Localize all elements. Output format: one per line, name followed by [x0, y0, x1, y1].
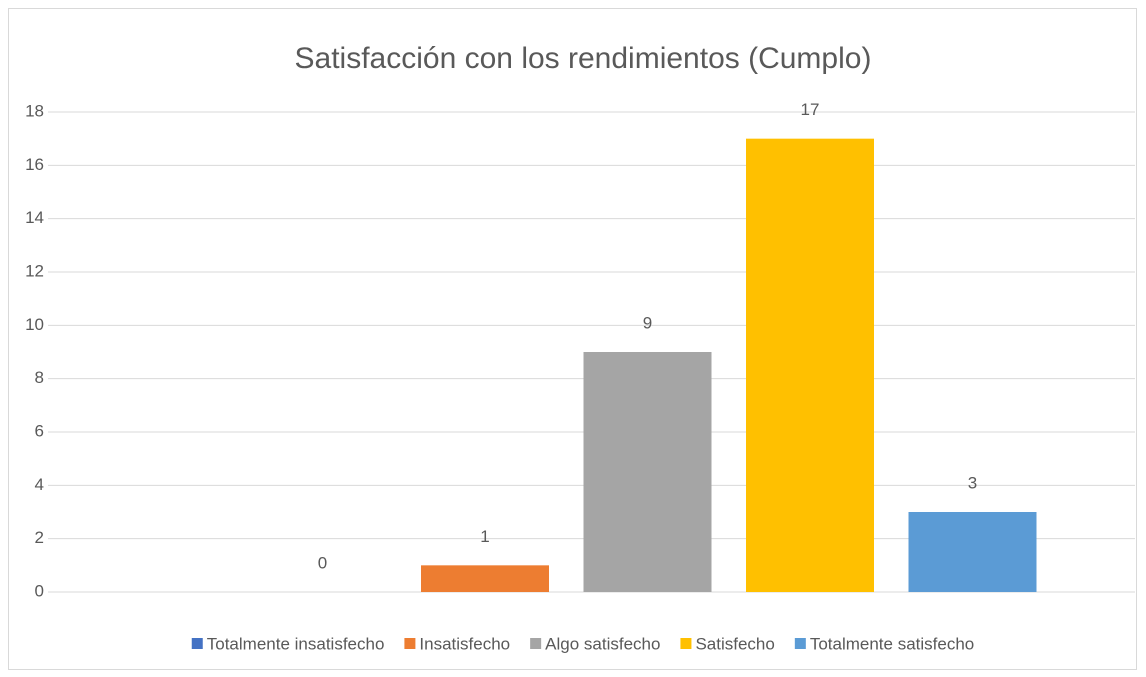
- y-tick-label: 10: [25, 315, 44, 334]
- y-tick-label: 0: [35, 581, 44, 600]
- y-tick-label: 14: [25, 208, 44, 227]
- legend-label: Totalmente satisfecho: [810, 634, 974, 653]
- bar: [908, 512, 1037, 592]
- bar: [583, 352, 712, 592]
- legend-swatch: [404, 638, 416, 649]
- legend-swatch: [530, 638, 542, 649]
- chart-title: Satisfacción con los rendimientos (Cumpl…: [295, 42, 872, 75]
- y-tick-label: 8: [35, 368, 44, 387]
- y-tick-label: 6: [35, 421, 44, 440]
- y-tick-label: 16: [25, 155, 44, 174]
- legend-label: Satisfecho: [695, 634, 774, 653]
- data-label: 9: [643, 313, 652, 332]
- legend-label: Totalmente insatisfecho: [207, 634, 385, 653]
- y-tick-label: 2: [35, 528, 44, 547]
- data-label: 3: [968, 473, 977, 492]
- legend-swatch: [794, 638, 806, 649]
- bar: [746, 138, 874, 592]
- legend-swatch: [191, 638, 203, 649]
- y-tick-label: 18: [25, 101, 44, 120]
- bar: [421, 565, 549, 592]
- data-label: 17: [801, 100, 820, 119]
- data-label: 0: [318, 553, 327, 572]
- y-tick-label: 12: [25, 261, 44, 280]
- legend-label: Insatisfecho: [419, 634, 510, 653]
- data-label: 1: [480, 527, 489, 546]
- y-tick-label: 4: [35, 475, 44, 494]
- legend-swatch: [680, 638, 692, 649]
- legend-label: Algo satisfecho: [545, 634, 660, 653]
